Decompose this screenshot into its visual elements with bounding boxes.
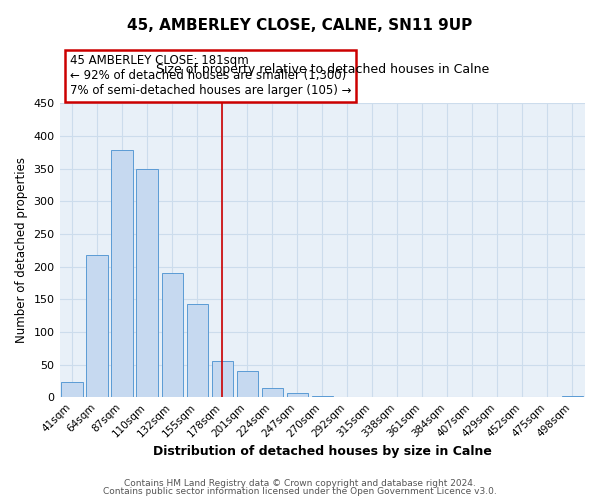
Bar: [187, 304, 208, 397]
Text: Contains public sector information licensed under the Open Government Licence v3: Contains public sector information licen…: [103, 487, 497, 496]
Bar: [161, 273, 183, 397]
Bar: [136, 168, 158, 397]
Bar: [236, 371, 258, 397]
Bar: [437, 396, 458, 397]
Bar: [86, 255, 108, 397]
Bar: [262, 388, 283, 397]
Bar: [61, 382, 83, 397]
X-axis label: Distribution of detached houses by size in Calne: Distribution of detached houses by size …: [153, 444, 492, 458]
Bar: [112, 150, 133, 397]
Bar: [562, 396, 583, 397]
Bar: [311, 396, 333, 397]
Y-axis label: Number of detached properties: Number of detached properties: [15, 157, 28, 343]
Text: Contains HM Land Registry data © Crown copyright and database right 2024.: Contains HM Land Registry data © Crown c…: [124, 478, 476, 488]
Title: Size of property relative to detached houses in Calne: Size of property relative to detached ho…: [155, 62, 489, 76]
Text: 45, AMBERLEY CLOSE, CALNE, SN11 9UP: 45, AMBERLEY CLOSE, CALNE, SN11 9UP: [127, 18, 473, 32]
Bar: [287, 394, 308, 397]
Bar: [212, 362, 233, 397]
Text: 45 AMBERLEY CLOSE: 181sqm
← 92% of detached houses are smaller (1,300)
7% of sem: 45 AMBERLEY CLOSE: 181sqm ← 92% of detac…: [70, 54, 352, 98]
